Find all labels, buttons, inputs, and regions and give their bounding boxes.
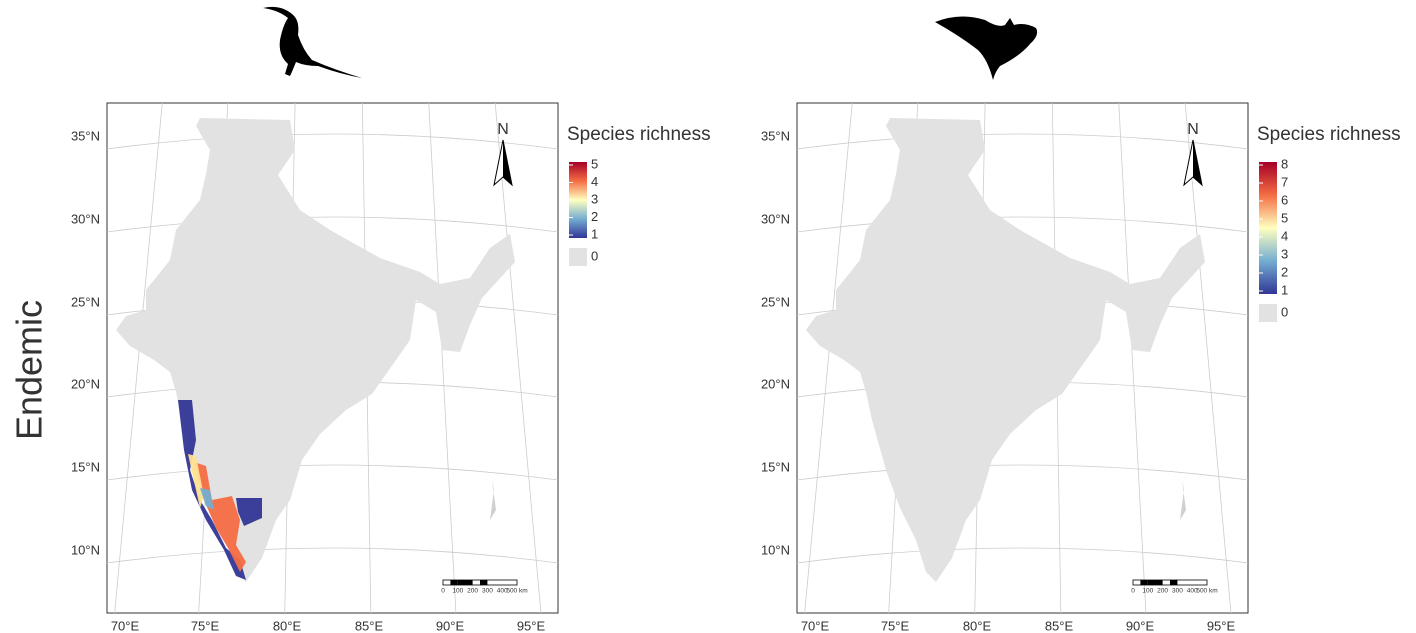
colorbar [1259, 162, 1277, 294]
scale-bar-seg [1147, 580, 1163, 585]
legend-tick-label: 5 [591, 156, 598, 171]
legend-tick-label: 7 [1281, 174, 1288, 189]
lon-label: 75°E [881, 618, 910, 633]
lat-label: 15°N [71, 459, 100, 474]
scale-bar-seg [1140, 580, 1148, 585]
graticule-lon [114, 102, 163, 614]
lat-label: 30°N [71, 211, 100, 226]
scale-bar-seg [450, 580, 458, 585]
graticule-lat [106, 133, 559, 150]
richness-area [200, 488, 214, 510]
lat-label: 20°N [71, 376, 100, 391]
bat-icon [935, 16, 1038, 81]
lat-label: 30°N [761, 211, 790, 226]
scale-label: 300 [482, 588, 493, 595]
legend-title: Species richness [1257, 124, 1401, 145]
scale-label: 200 [467, 588, 478, 595]
lat-label: 35°N [761, 128, 790, 143]
scale-label: 400 [497, 588, 508, 595]
map-panel: 35°N 30°N 25°N 20°N 15°N 10°N 70°E 75°E 80°E 85°E… [761, 102, 1401, 633]
legend-zero-key [569, 248, 587, 266]
lon-label: 90°E [436, 618, 465, 633]
north-label: N [497, 121, 509, 138]
scale-label: 0 [1131, 588, 1135, 595]
lat-label: 10°N [761, 542, 790, 557]
lon-label: 80°E [963, 618, 992, 633]
legend-tick-label: 4 [591, 174, 598, 189]
graticule-lon [494, 102, 542, 614]
legend-tick-label: 1 [591, 226, 598, 241]
scale-label: 200 [1157, 588, 1168, 595]
scale-label: 300 [1172, 588, 1183, 595]
scale-bar-seg [457, 580, 473, 585]
islands [1180, 480, 1186, 520]
lon-label: 90°E [1126, 618, 1155, 633]
lon-label: 85°E [355, 618, 384, 633]
legend-tick-label: 1 [1281, 282, 1288, 297]
lon-label: 95°E [517, 618, 546, 633]
legend-tick-label: 8 [1281, 156, 1288, 171]
bird-icon [263, 6, 362, 79]
lon-label: 75°E [191, 618, 220, 633]
lon-label: 70°E [111, 618, 140, 633]
graticule-lat [106, 216, 559, 233]
lat-label: 25°N [761, 294, 790, 309]
graticule-lat [796, 216, 1249, 233]
legend-title: Species richness [567, 124, 711, 145]
lat-label: 15°N [761, 459, 790, 474]
legend-tick-label: 5 [1281, 210, 1288, 225]
scale-label: 100 [452, 588, 463, 595]
country-shape [806, 118, 1205, 582]
graticule-lat [106, 547, 559, 564]
legend-tick-label: 2 [1281, 264, 1288, 279]
legend-tick-label: 3 [591, 191, 598, 206]
lat-label: 25°N [71, 294, 100, 309]
scale-label: 100 [1142, 588, 1153, 595]
legend-zero-label: 0 [591, 248, 598, 263]
graticule-lon [428, 102, 457, 614]
graticule-lat [106, 464, 559, 481]
legend-zero-label: 0 [1281, 304, 1288, 319]
lon-label: 95°E [1207, 618, 1236, 633]
graticule-lat [796, 547, 1249, 564]
north-label: N [1187, 121, 1199, 138]
north-arrow-half [503, 140, 512, 185]
legend-tick-label: 4 [1281, 228, 1288, 243]
lon-label: 70°E [801, 618, 830, 633]
graticule-lon [1184, 102, 1232, 614]
legend-tick-label: 2 [591, 209, 598, 224]
legend-tick-label: 6 [1281, 192, 1288, 207]
islands [490, 480, 496, 520]
graticule-lon [1118, 102, 1147, 614]
lat-label: 20°N [761, 376, 790, 391]
scale-bar-seg [1170, 580, 1178, 585]
lat-label: 10°N [71, 542, 100, 557]
richness-area [178, 400, 246, 580]
scale-label: 500 km [1196, 588, 1217, 595]
map-panel: 35°N 30°N 25°N 20°N 15°N 10°N 70°E 75°E 80°E 85°E… [71, 102, 711, 633]
richness-area [188, 454, 204, 508]
richness-area [236, 498, 262, 526]
lon-label: 80°E [273, 618, 302, 633]
row-label: Endemic [9, 300, 50, 440]
lon-label: 85°E [1045, 618, 1074, 633]
north-arrow-half [1193, 140, 1202, 185]
graticule-lat [796, 133, 1249, 150]
graticule-lat [796, 464, 1249, 481]
country-shape [116, 118, 515, 582]
scale-label: 400 [1187, 588, 1198, 595]
scale-bar-seg [480, 580, 488, 585]
scale-label: 500 km [506, 588, 527, 595]
legend-tick-label: 3 [1281, 246, 1288, 261]
lat-label: 35°N [71, 128, 100, 143]
scale-label: 0 [441, 588, 445, 595]
legend-zero-key [1259, 304, 1277, 322]
colorbar [569, 162, 587, 238]
graticule-lon [804, 102, 853, 614]
